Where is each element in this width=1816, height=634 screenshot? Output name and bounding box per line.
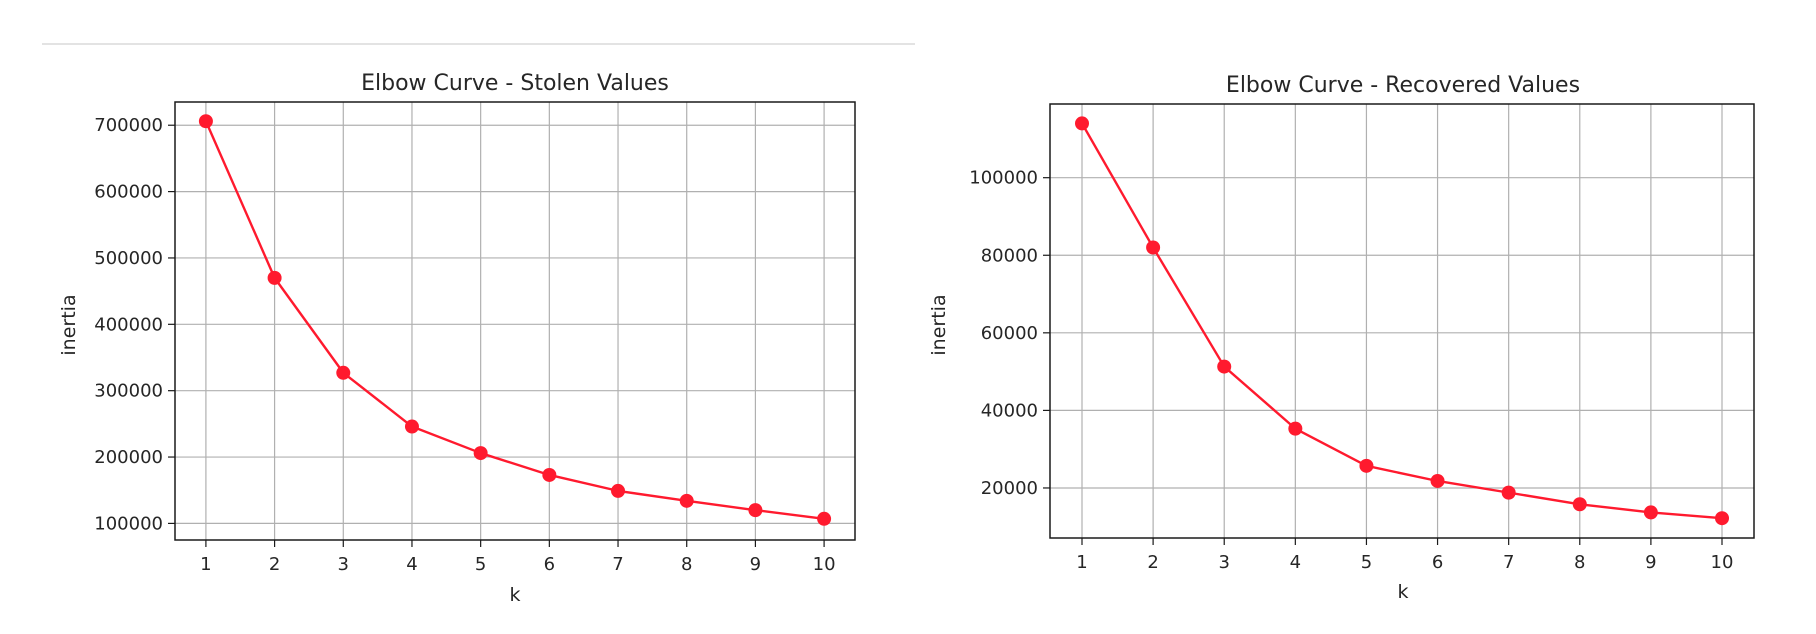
y-tick-label: 200000 [94,447,163,468]
y-tick-label: 40000 [981,400,1038,421]
chart-recovered-values: Elbow Curve - Recovered Values k inertia… [928,73,1755,603]
data-point [679,493,694,508]
y-tick-label: 100000 [969,168,1038,189]
y-tick-label: 500000 [94,248,163,269]
data-point [748,503,763,518]
y-tick-label: 20000 [981,478,1038,499]
data-point [473,446,488,461]
y-tick-label: 700000 [94,115,163,136]
x-tick-label: 5 [475,554,486,575]
series-line [1080,122,1723,520]
data-point [1430,473,1445,488]
y-axis-label: inertia [928,294,950,355]
chart-stolen-values: Elbow Curve - Stolen Values k inertia 1 2… [58,71,856,606]
x-tick-label: 10 [813,554,836,575]
x-tick-label: 4 [406,554,417,575]
data-point [1217,359,1232,374]
x-tick-label: 3 [338,554,349,575]
data-point [1715,511,1729,526]
grid [175,102,855,540]
data-point [336,365,351,380]
y-axis-label: inertia [58,294,80,355]
data-point [611,483,626,498]
x-tick-label: 4 [1290,552,1301,573]
x-tick-label: 8 [1574,552,1585,573]
y-tick-label: 80000 [981,245,1038,266]
x-tick-label: 5 [1361,552,1372,573]
x-axis-label: k [509,584,520,606]
plot-frame [174,101,856,541]
y-tick-label: 60000 [981,323,1038,344]
x-tick-label: 6 [1432,552,1443,573]
y-tick-label: 600000 [94,182,163,203]
y-tick-label: 300000 [94,381,163,402]
data-point [404,419,419,434]
data-point [1075,116,1089,131]
x-tick-label: 2 [269,554,280,575]
x-tick-label: 10 [1711,552,1734,573]
y-tick-label: 100000 [94,513,163,534]
x-tick-label: 7 [612,554,623,575]
data-point [1501,485,1516,500]
data-point [1146,240,1161,255]
data-point [542,467,557,482]
chart-title: Elbow Curve - Stolen Values [361,71,669,96]
x-tick-label: 1 [200,554,211,575]
grid [1050,104,1754,538]
data-point [1288,421,1303,436]
y-tick-label: 400000 [94,314,163,335]
chart-title: Elbow Curve - Recovered Values [1226,73,1580,98]
data-point [198,114,213,129]
x-tick-label: 7 [1503,552,1514,573]
data-point [267,270,282,285]
data-point [1572,497,1587,512]
x-tick-label: 9 [1645,552,1656,573]
x-tick-label: 6 [544,554,555,575]
x-tick-label: 1 [1076,552,1087,573]
x-axis-label: k [1397,581,1408,603]
series-line [204,120,825,520]
plot-frame [1049,103,1755,539]
x-tick-label: 2 [1147,552,1158,573]
data-point [1643,505,1658,520]
x-tick-label: 9 [750,554,761,575]
x-tick-label: 3 [1218,552,1229,573]
cell-divider [42,43,915,45]
data-point [1359,458,1374,473]
x-tick-label: 8 [681,554,692,575]
data-point [817,511,832,526]
